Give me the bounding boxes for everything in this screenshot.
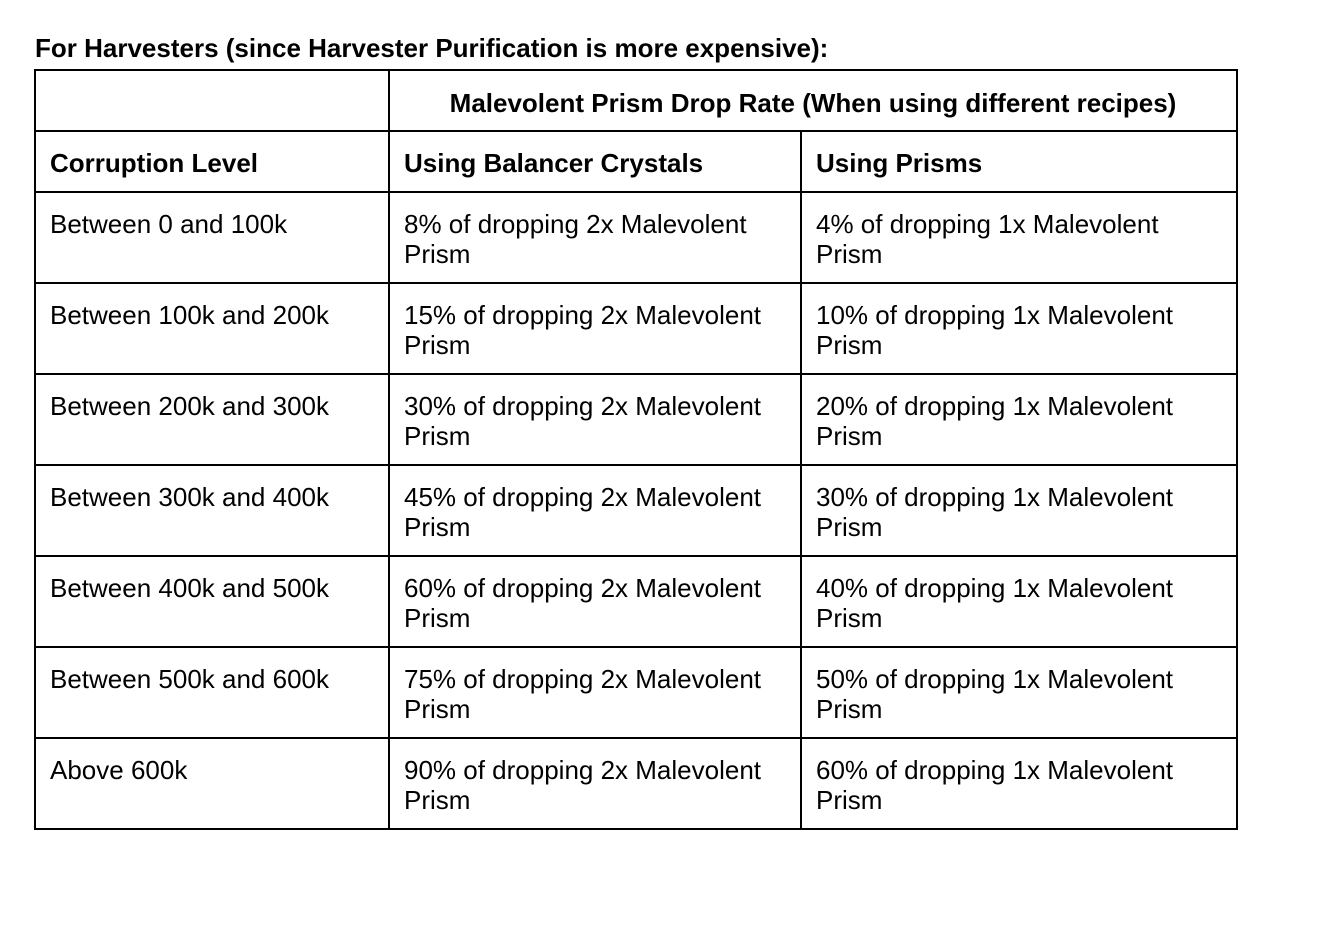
balancer-crystals-cell: 30% of dropping 2x Malevolent Prism	[388, 373, 802, 466]
corruption-level-cell: Between 500k and 600k	[34, 646, 390, 739]
balancer-crystals-cell: 60% of dropping 2x Malevolent Prism	[388, 555, 802, 648]
prisms-cell: 20% of dropping 1x Malevolent Prism	[800, 373, 1238, 466]
prisms-cell: 10% of dropping 1x Malevolent Prism	[800, 282, 1238, 375]
prisms-cell: 40% of dropping 1x Malevolent Prism	[800, 555, 1238, 648]
table-row: Between 300k and 400k 45% of dropping 2x…	[34, 464, 1238, 557]
corruption-level-cell: Between 300k and 400k	[34, 464, 390, 557]
prisms-cell: 4% of dropping 1x Malevolent Prism	[800, 191, 1238, 284]
document-title: For Harvesters (since Harvester Purifica…	[35, 33, 829, 63]
header-balancer-crystals: Using Balancer Crystals	[388, 130, 802, 193]
balancer-crystals-cell: 15% of dropping 2x Malevolent Prism	[388, 282, 802, 375]
prisms-cell: 60% of dropping 1x Malevolent Prism	[800, 737, 1238, 830]
corruption-level-cell: Between 200k and 300k	[34, 373, 390, 466]
corruption-level-cell: Above 600k	[34, 737, 390, 830]
table-row: Between 0 and 100k 8% of dropping 2x Mal…	[34, 191, 1238, 284]
table-row: Between 500k and 600k 75% of dropping 2x…	[34, 646, 1238, 739]
balancer-crystals-cell: 75% of dropping 2x Malevolent Prism	[388, 646, 802, 739]
group-header-cell: Malevolent Prism Drop Rate (When using d…	[388, 69, 1238, 132]
prisms-cell: 30% of dropping 1x Malevolent Prism	[800, 464, 1238, 557]
table-row: Between 400k and 500k 60% of dropping 2x…	[34, 555, 1238, 648]
corruption-level-cell: Between 100k and 200k	[34, 282, 390, 375]
corruption-level-cell: Between 0 and 100k	[34, 191, 390, 284]
header-prisms: Using Prisms	[800, 130, 1238, 193]
prisms-cell: 50% of dropping 1x Malevolent Prism	[800, 646, 1238, 739]
table-header-row: Corruption Level Using Balancer Crystals…	[34, 130, 1238, 193]
balancer-crystals-cell: 90% of dropping 2x Malevolent Prism	[388, 737, 802, 830]
balancer-crystals-cell: 45% of dropping 2x Malevolent Prism	[388, 464, 802, 557]
balancer-crystals-cell: 8% of dropping 2x Malevolent Prism	[388, 191, 802, 284]
table-row: Above 600k 90% of dropping 2x Malevolent…	[34, 737, 1238, 830]
table-row: Between 200k and 300k 30% of dropping 2x…	[34, 373, 1238, 466]
table-row: Between 100k and 200k 15% of dropping 2x…	[34, 282, 1238, 375]
drop-rate-table: Malevolent Prism Drop Rate (When using d…	[34, 69, 1238, 830]
empty-corner-cell	[34, 69, 390, 132]
table-group-header-row: Malevolent Prism Drop Rate (When using d…	[34, 69, 1238, 132]
corruption-level-cell: Between 400k and 500k	[34, 555, 390, 648]
header-corruption-level: Corruption Level	[34, 130, 390, 193]
